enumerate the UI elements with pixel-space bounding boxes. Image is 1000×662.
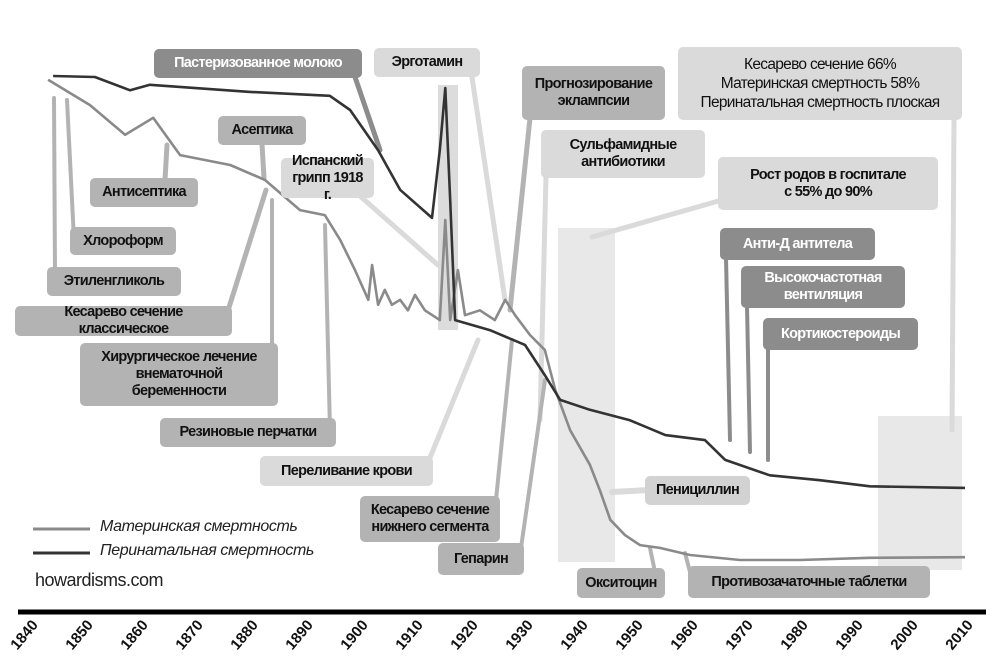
x-tick-label: 1970 (722, 617, 756, 653)
pointer-pasteurized (352, 74, 383, 153)
annotation-eclampsia: Прогнозирование эклампсии (522, 66, 665, 120)
x-tick-label: 1990 (832, 617, 866, 653)
pointer-asepsis (259, 141, 267, 181)
annotation-gloves: Резиновые перчатки (160, 418, 336, 447)
pointer-flu (357, 193, 441, 268)
annotation-pasteurized-milk: Пастеризованное молоко (154, 49, 362, 78)
annotation-lower-segment-cs: Кесарево сечение нижнего сегмента (360, 496, 500, 542)
annotation-transfusion: Переливание крови (260, 456, 433, 486)
series-line-maternal (47, 78, 966, 562)
annotation-hfv: Высокочастотная вентиляция (741, 266, 905, 308)
x-tick-label: 1960 (667, 617, 701, 653)
x-tick-label: 1890 (282, 617, 316, 653)
annotation-oxytocin: Окситоцин (577, 568, 665, 598)
x-axis-ticks: 1840 1850 1860 1870 1880 1890 1900 1910 1920 1930… (7, 617, 976, 653)
pointer-ergotamine (469, 74, 508, 303)
x-tick-label: 1840 (7, 617, 41, 653)
annotation-anti-d: Анти-Д антитела (720, 228, 875, 260)
x-tick-label: 1940 (557, 617, 591, 653)
annotation-heparin: Гепарин (438, 543, 524, 575)
annotation-ethylene-glycol: Этиленгликоль (47, 267, 181, 296)
annotation-asepsis: Асептика (218, 116, 306, 145)
x-tick-label: 1950 (612, 617, 646, 653)
x-tick-label: 1910 (392, 617, 426, 653)
pointer-heparin (518, 378, 547, 557)
legend-label-maternal: Материнская смертность (100, 518, 298, 535)
x-tick-label: 1920 (447, 617, 481, 653)
x-tick-label: 1880 (227, 617, 261, 653)
annotation-penicillin: Пенициллин (645, 476, 750, 505)
annotation-pointers (52, 74, 957, 574)
pointer-classical-cs (222, 187, 269, 323)
pointer-sulfa (537, 173, 549, 423)
annotation-spanish-flu: Испанский грипп 1918 г. (281, 153, 374, 203)
pointer-lower-cs (493, 338, 514, 512)
pointer-hfv (745, 304, 752, 454)
pointer-chloroform (65, 98, 76, 242)
annotation-chloroform: Хлороформ (70, 227, 176, 255)
x-tick-label: 1860 (117, 617, 151, 653)
band-1995-2010 (878, 416, 962, 570)
series-layer (47, 74, 966, 562)
series-line-perinatal (53, 74, 966, 490)
annotation-corticosteroids: Кортикостероиды (763, 318, 918, 350)
annotation-hospital-births: Рост родов в госпитале с 55% до 90% (718, 157, 938, 210)
pointer-antisepsis (162, 142, 170, 183)
pointer-gloves (323, 223, 332, 432)
annotation-classical-cs: Кесарево сечение классическое (15, 304, 232, 337)
annotation-summary: Кесарево сечение 66% Материнская смертно… (678, 47, 962, 120)
pointer-anti-d (724, 256, 732, 442)
source-credit: howardisms.com (35, 570, 164, 590)
pointer-transfusion (422, 337, 481, 473)
x-tick-label: 1850 (62, 617, 96, 653)
x-tick-label: 1900 (337, 617, 371, 653)
legend-label-perinatal: Перинатальная смертность (100, 542, 314, 559)
x-tick-label: 1870 (172, 617, 206, 653)
x-tick-label: 2000 (887, 617, 921, 653)
pointer-eclampsia (507, 115, 533, 313)
pointer-hospital (589, 197, 725, 240)
annotation-ectopic: Хирургическое лечение внематочной береме… (80, 343, 278, 406)
x-tick-label: 1980 (777, 617, 811, 653)
pointer-penicillin (609, 487, 653, 495)
annotation-sulfa: Сульфамидные антибиотики (541, 130, 705, 178)
annotation-antisepsis: Антисептика (90, 178, 198, 207)
annotation-ergotamine: Эрготамин (374, 48, 480, 77)
pointer-ethylene (52, 96, 57, 277)
x-tick-label: 2010 (942, 617, 976, 653)
annotation-contraceptives: Противозачаточные таблетки (688, 566, 930, 598)
x-tick-label: 1930 (502, 617, 536, 653)
background-bands (438, 85, 962, 570)
pointer-summary (949, 115, 957, 433)
